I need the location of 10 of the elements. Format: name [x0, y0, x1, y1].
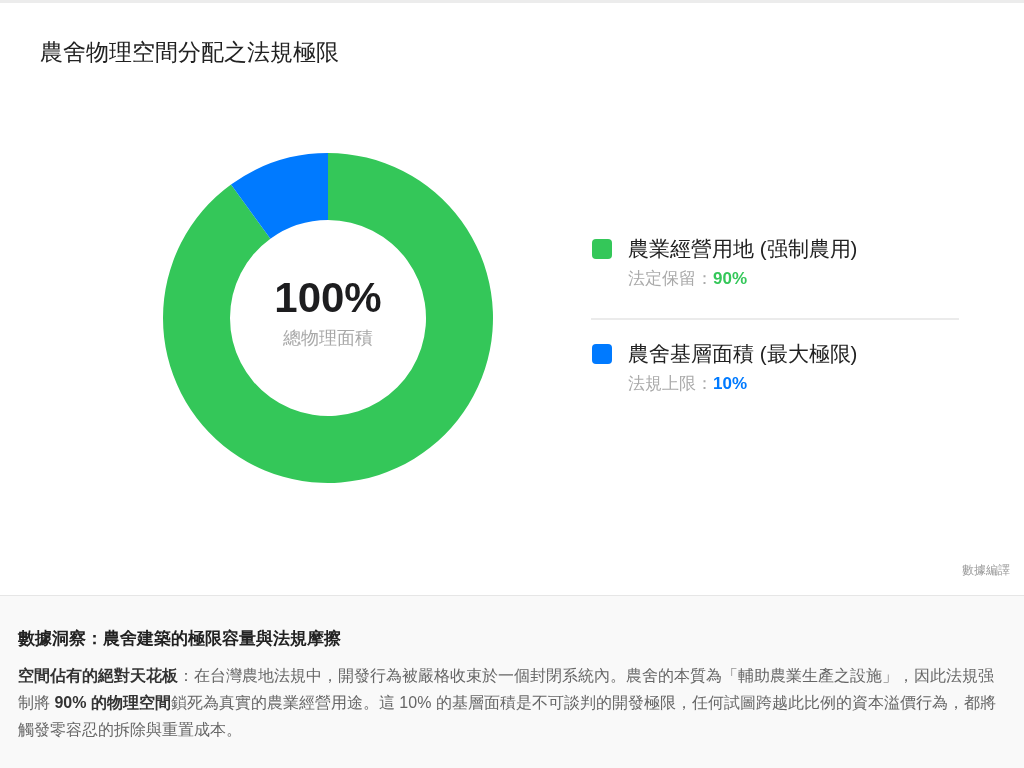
- chart-title: 農舍物理空間分配之法規極限: [40, 38, 339, 67]
- text: 空間佔有的絕對天花板：在台灣農地法規中，開發行為被嚴格收束於一個封閉系統內。農舍的本質為「輔助農業生產之設施」，因此法規强制將 90% 的物理空間鎖死為真實的農業經營用途。這 10% 的基層面積是不可談判的開發極限，任何試圖跨越此比例的資本溢價行為，都將觸發零容忍的拆除與重置成本。: [18, 667, 996, 738]
- text: 數據洞察：農舍建築的極限容量與法規摩擦: [18, 628, 341, 650]
- legend-label: 農舍基層面積 (最大極限): [628, 341, 858, 367]
- data-label: 法定保留：90%: [628, 268, 748, 290]
- text: 總物理面積: [282, 327, 374, 350]
- data-label: 法規上限：10%: [628, 373, 748, 395]
- legend-label: 農業經營用地 (强制農用): [628, 236, 858, 262]
- text: 100%: [273, 274, 383, 322]
- text: 數據編譯: [962, 562, 1010, 579]
